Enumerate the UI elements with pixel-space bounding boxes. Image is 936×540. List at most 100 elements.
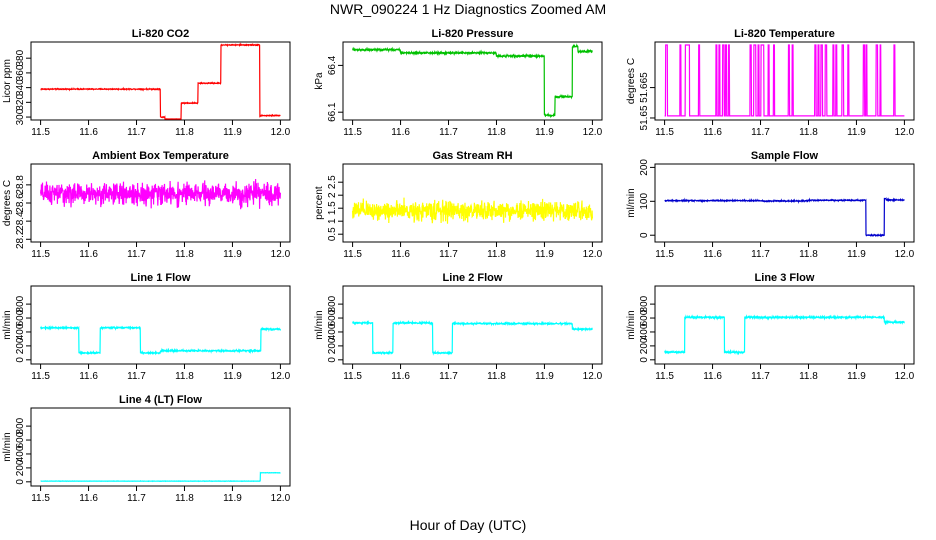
y-tick-label: 400 [15, 323, 26, 340]
y-tick-label: 100 [639, 193, 650, 210]
y-tick-label: 66.4 [327, 55, 338, 75]
x-tick-label: 11.8 [175, 127, 194, 138]
x-tick-label: 12.0 [271, 249, 291, 260]
x-tick-label: 11.6 [391, 249, 410, 260]
panel-title: Line 3 Flow [755, 272, 815, 284]
panel-li-820-pressure: Li-820 Pressure 11.5 11.6 11.7 11.8 11.9 12.0 6… [314, 28, 603, 138]
panel-title: Li-820 Temperature [734, 28, 835, 40]
x-tick-label: 11.9 [223, 493, 242, 504]
x-tick-label: 11.6 [703, 127, 722, 138]
panel-li-820-co2: Li-820 CO2 11.5 11.6 11.7 11.8 11.9 12.0 300320… [2, 28, 291, 138]
x-tick-label: 12.0 [895, 127, 915, 138]
panel-ambient-box-temperature: Ambient Box Temperature 11.5 11.6 11.7 11.8 1… [2, 150, 291, 260]
series-line [664, 44, 905, 117]
x-tick-label: 11.5 [31, 371, 50, 382]
series-line [40, 471, 281, 483]
panel-frame [342, 285, 603, 365]
x-tick-label: 12.0 [895, 371, 915, 382]
panel-li-820-temperature: Li-820 Temperature 11.5 11.6 11.7 11.8 11.9 12… [626, 28, 915, 138]
panel-frame [342, 163, 603, 243]
series-line [40, 42, 281, 120]
x-tick-label: 12.0 [583, 371, 603, 382]
y-tick-label: 66.1 [327, 102, 338, 122]
y-tick-label: 2 [327, 192, 338, 198]
y-tick-label: 600 [15, 309, 26, 326]
x-tick-label: 11.5 [655, 371, 674, 382]
y-tick-label: 1 [327, 218, 338, 224]
x-tick-label: 11.6 [79, 493, 98, 504]
y-tick-label: 800 [327, 295, 338, 312]
y-tick-label: 200 [639, 159, 650, 176]
x-tick-label: 12.0 [271, 371, 291, 382]
panel-line-2-flow: Line 2 Flow 11.5 11.6 11.7 11.8 11.9 12.0 0 2004… [314, 272, 603, 382]
x-tick-label: 11.5 [655, 249, 674, 260]
y-axis-label: degrees C [626, 58, 637, 104]
panel-title: Line 1 Flow [131, 272, 191, 284]
y-tick-label: 0 [15, 479, 26, 485]
y-tick-label: 28.4 [15, 211, 26, 231]
y-tick-label: 28.2 [15, 229, 26, 249]
x-tick-label: 11.8 [487, 249, 506, 260]
x-tick-label: 11.7 [751, 249, 770, 260]
x-tick-label: 11.7 [127, 127, 146, 138]
y-tick-label: 0 [639, 357, 650, 363]
y-tick-label: 0 [327, 357, 338, 363]
panel-title: Line 2 Flow [443, 272, 503, 284]
x-tick-label: 11.5 [655, 127, 674, 138]
figure-x-axis-label: Hour of Day (UTC) [409, 517, 527, 533]
series-line [664, 196, 905, 238]
x-tick-label: 11.7 [127, 371, 146, 382]
series-line [352, 43, 593, 119]
y-tick-label: 0.5 [327, 227, 338, 241]
y-tick-label: 340 [15, 79, 26, 96]
y-tick-label: 200 [327, 337, 338, 354]
y-tick-label: 1.5 [327, 201, 338, 215]
y-tick-label: 380 [15, 49, 26, 66]
y-axis-label: ml/min [626, 310, 637, 339]
x-tick-label: 11.9 [847, 249, 866, 260]
y-tick-label: 400 [639, 323, 650, 340]
panel-title: Ambient Box Temperature [92, 150, 229, 162]
series-line [40, 178, 281, 210]
x-tick-label: 11.7 [751, 371, 770, 382]
x-tick-label: 11.9 [223, 249, 242, 260]
y-tick-label: 200 [15, 337, 26, 354]
y-tick-label: 300 [15, 108, 26, 125]
x-tick-label: 11.5 [31, 249, 50, 260]
y-tick-label: 51.665 [639, 72, 650, 103]
panel-frame [654, 285, 915, 365]
x-tick-label: 11.8 [175, 249, 194, 260]
y-tick-label: 51.65 [639, 105, 650, 130]
x-tick-label: 11.8 [487, 127, 506, 138]
y-tick-label: 800 [15, 295, 26, 312]
x-tick-label: 11.8 [799, 371, 818, 382]
panel-title: Sample Flow [751, 150, 819, 162]
y-tick-label: 200 [639, 337, 650, 354]
x-tick-label: 11.7 [439, 127, 458, 138]
y-tick-label: 400 [15, 445, 26, 462]
x-tick-label: 11.7 [439, 249, 458, 260]
y-tick-label: 0 [15, 357, 26, 363]
y-tick-label: 360 [15, 64, 26, 81]
panel-frame [30, 285, 291, 365]
y-axis-label: Licor ppm [2, 59, 13, 103]
panel-frame [654, 163, 915, 243]
series-line [352, 319, 593, 356]
y-tick-label: 0 [639, 232, 650, 238]
x-tick-label: 11.9 [535, 371, 554, 382]
series-line [352, 197, 593, 224]
panel-frame [30, 41, 291, 121]
y-tick-label: 800 [15, 417, 26, 434]
y-tick-label: 320 [15, 94, 26, 111]
x-tick-label: 11.6 [703, 249, 722, 260]
x-tick-label: 11.5 [343, 249, 362, 260]
x-tick-label: 12.0 [271, 127, 291, 138]
panel-title: Line 4 (LT) Flow [119, 394, 202, 406]
x-tick-label: 12.0 [271, 493, 291, 504]
x-tick-label: 11.9 [223, 127, 242, 138]
y-axis-label: ml/min [2, 432, 13, 461]
x-tick-label: 11.7 [751, 127, 770, 138]
y-axis-label: degrees C [2, 180, 13, 226]
